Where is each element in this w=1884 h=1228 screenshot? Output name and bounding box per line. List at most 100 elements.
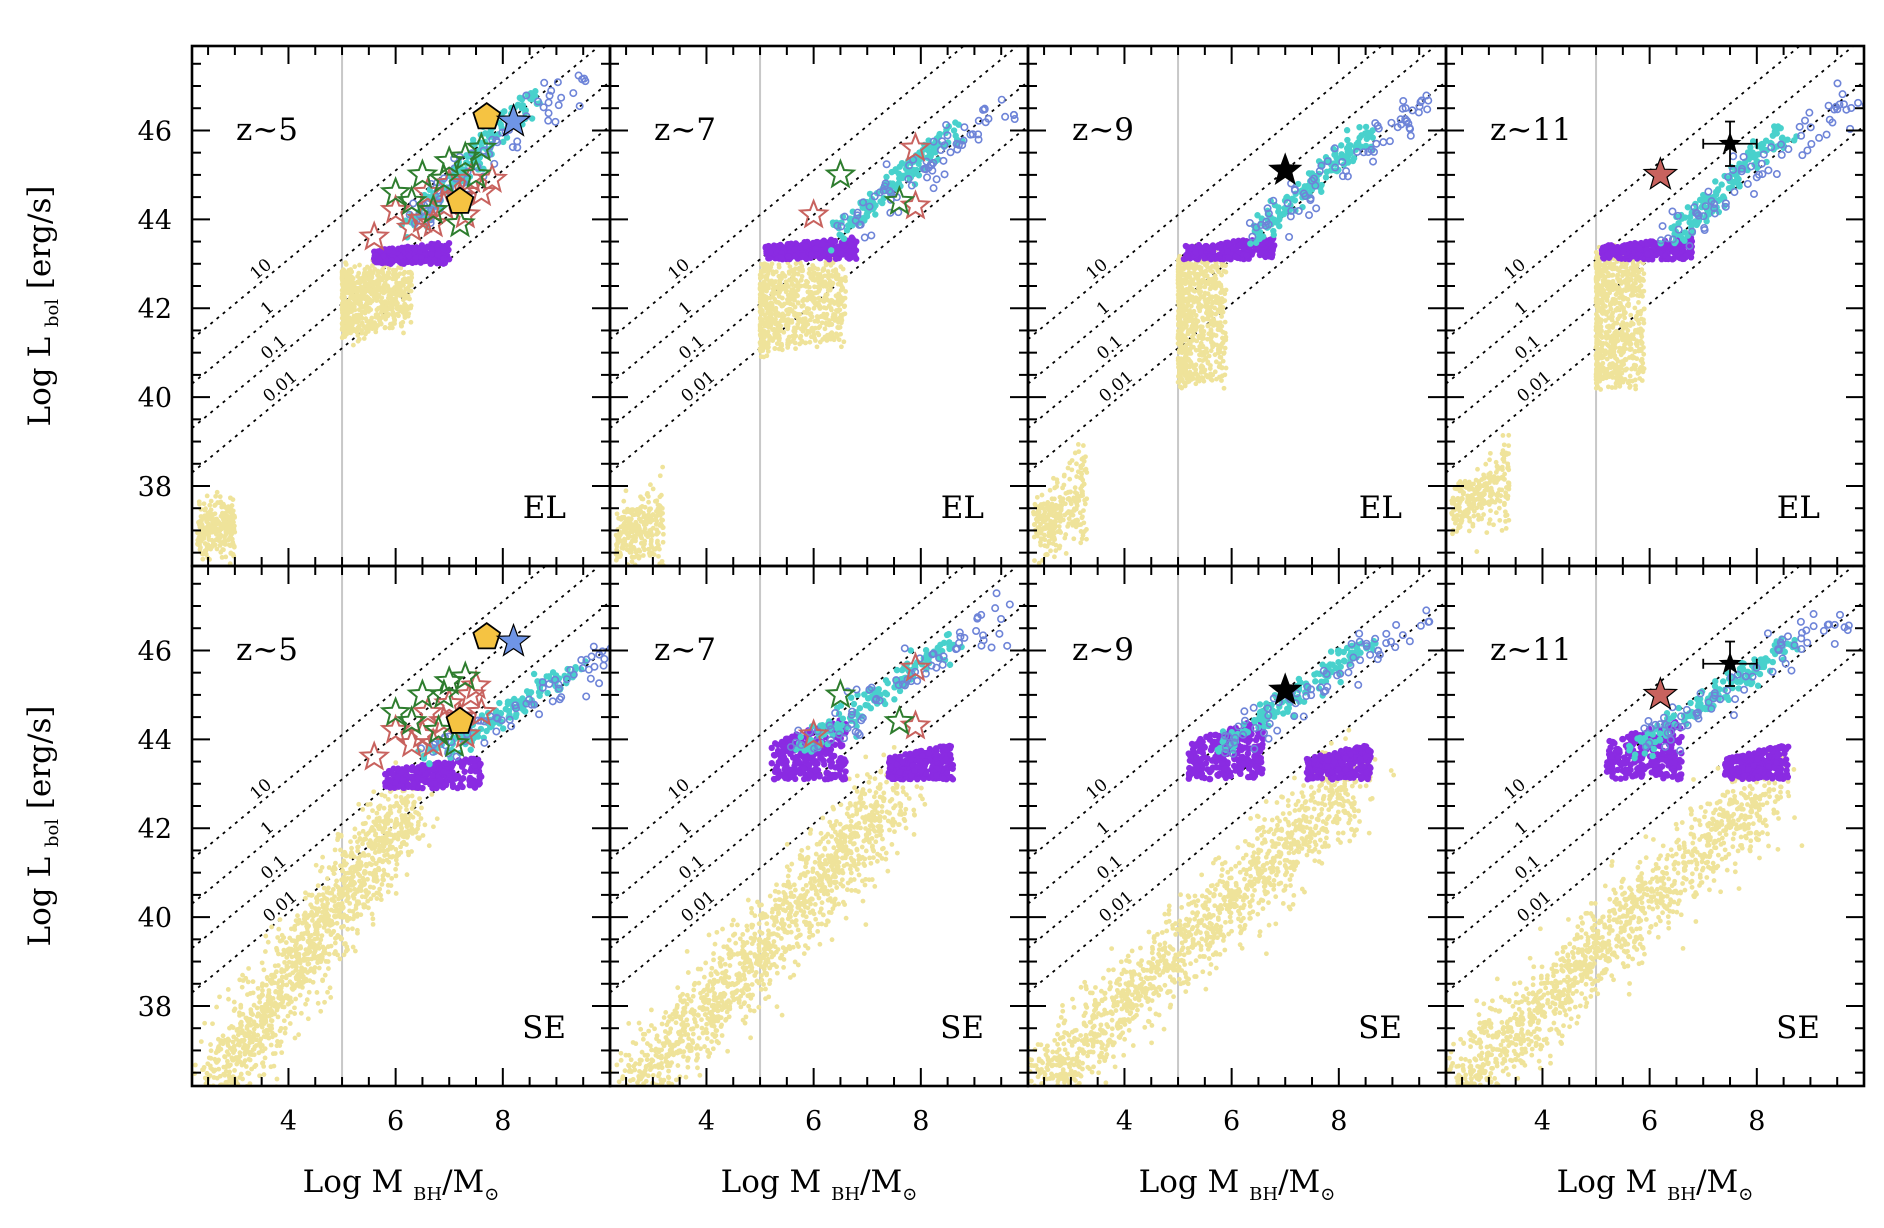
- observed-green-star: [395, 184, 428, 216]
- light-seed-point: [1197, 352, 1202, 358]
- ring-point: [974, 135, 983, 144]
- light-seed-point: [357, 262, 362, 268]
- light-seed-point: [1052, 554, 1057, 560]
- light-seed-point: [786, 270, 792, 276]
- light-seed-point: [1205, 360, 1211, 366]
- light-seed-point: [1221, 268, 1227, 274]
- light-seed-point: [1215, 283, 1220, 289]
- light-seed-point: [381, 283, 387, 288]
- light-seed-point: [818, 278, 824, 284]
- light-seed-point: [757, 322, 763, 328]
- eddington-line-1: [192, 46, 601, 385]
- light-seed-point: [811, 298, 816, 304]
- heavy-seed-low-point: [1258, 248, 1266, 256]
- light-seed-point: [199, 535, 204, 541]
- light-seed-point: [817, 271, 823, 277]
- light-seed-point: [632, 546, 637, 552]
- light-seed-point: [220, 521, 226, 527]
- light-seed-point: [1078, 470, 1084, 476]
- light-seed-point: [376, 274, 381, 279]
- light-seed-point: [1223, 365, 1229, 371]
- ring-point: [880, 182, 889, 191]
- light-seed-point: [1037, 569, 1042, 574]
- light-seed-point: [339, 273, 345, 279]
- light-seed-point: [1207, 286, 1213, 292]
- heavy-seed-high-point: [899, 172, 907, 179]
- ring-point: [867, 231, 876, 240]
- ring-point: [539, 103, 548, 112]
- light-seed-point: [623, 509, 629, 515]
- light-seed-point: [1210, 299, 1216, 305]
- light-seed-point: [763, 283, 769, 288]
- light-seed-point: [1479, 516, 1484, 522]
- light-seed-point: [653, 522, 659, 527]
- light-seed-point: [368, 307, 374, 313]
- light-seed-point: [648, 482, 653, 488]
- light-seed-point: [1053, 542, 1059, 548]
- light-seed-point: [369, 274, 375, 279]
- light-seed-point: [825, 269, 831, 274]
- light-seed-point: [223, 554, 229, 560]
- light-seed-point: [409, 271, 415, 277]
- ring-point: [904, 175, 913, 184]
- ring-point: [833, 221, 842, 230]
- light-seed-point: [1182, 281, 1188, 287]
- light-seed-point: [1476, 491, 1481, 497]
- light-seed-point: [1184, 342, 1189, 348]
- light-seed-point: [1055, 506, 1060, 511]
- light-seed-point: [771, 335, 777, 341]
- light-seed-point: [1032, 501, 1038, 507]
- light-seed-point: [230, 517, 236, 523]
- light-seed-point: [778, 276, 784, 282]
- heavy-seed-high-point: [898, 159, 906, 167]
- ring-point: [875, 188, 884, 197]
- light-seed-point: [769, 261, 775, 267]
- heavy-seed-low-point: [819, 240, 827, 248]
- heavy-seed-high-point: [1364, 130, 1372, 137]
- panel-r0-c3-plot-area: [1446, 46, 1864, 566]
- light-seed-point: [339, 306, 345, 312]
- heavy-seed-low-point: [434, 251, 442, 258]
- light-seed-point: [1185, 331, 1191, 337]
- light-seed-point: [1505, 480, 1511, 486]
- light-seed-point: [771, 326, 777, 332]
- light-seed-point: [1050, 528, 1056, 534]
- light-seed-point: [1208, 277, 1214, 283]
- light-seed-point: [1046, 506, 1052, 512]
- light-seed-point: [765, 339, 771, 345]
- light-seed-point: [793, 346, 798, 352]
- light-seed-point: [1038, 503, 1044, 509]
- light-seed-point: [1079, 515, 1085, 521]
- light-seed-point: [1467, 515, 1472, 521]
- eddington-line-10: [192, 46, 548, 341]
- observed-red-star: [358, 220, 391, 251]
- light-seed-point: [841, 304, 847, 310]
- light-seed-point: [385, 283, 391, 289]
- light-seed-point: [790, 282, 795, 288]
- light-seed-point: [404, 295, 410, 301]
- light-seed-point: [1458, 518, 1463, 524]
- heavy-seed-low-point: [400, 258, 407, 266]
- light-seed-point: [1207, 366, 1213, 371]
- light-seed-point: [1199, 324, 1205, 330]
- light-seed-point: [833, 331, 839, 337]
- light-seed-point: [781, 313, 787, 318]
- light-seed-point: [1175, 292, 1181, 298]
- ring-point: [1373, 121, 1382, 130]
- light-seed-point: [1193, 381, 1199, 387]
- light-seed-point: [364, 318, 370, 324]
- observed-red-star: [899, 131, 932, 162]
- ring-point: [1269, 196, 1278, 205]
- light-seed-point: [1481, 501, 1487, 507]
- heavy-seed-high-point: [1270, 231, 1277, 239]
- light-seed-point: [795, 287, 801, 293]
- light-seed-point: [792, 327, 798, 332]
- heavy-seed-low-point: [417, 259, 424, 266]
- light-seed-point: [830, 273, 836, 279]
- light-seed-point: [1189, 377, 1194, 382]
- heavy-seed-low-point: [1186, 245, 1193, 252]
- light-seed-point: [1074, 461, 1079, 467]
- light-seed-point: [793, 277, 799, 283]
- light-seed-point: [197, 547, 203, 553]
- light-seed-point: [364, 271, 370, 277]
